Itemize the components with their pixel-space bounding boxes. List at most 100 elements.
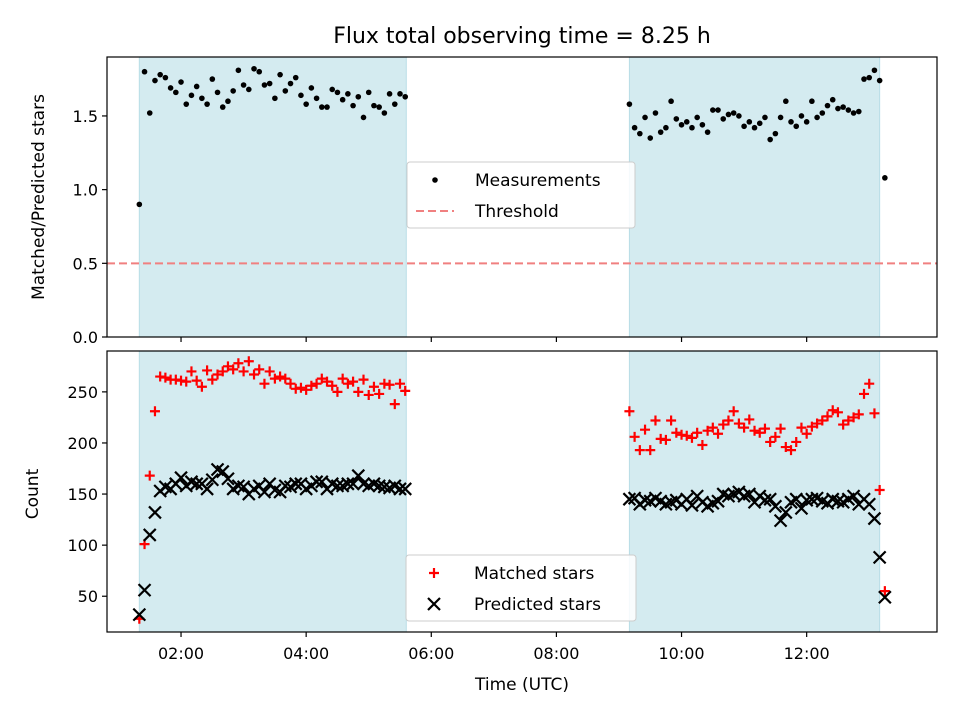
matched-star-point (233, 358, 244, 369)
predicted-star-point (867, 511, 882, 526)
measurement-point (339, 96, 346, 103)
measurement-point (152, 77, 158, 84)
matched-star-point (640, 424, 651, 435)
measurement-point (209, 76, 216, 82)
predicted-star-point (773, 513, 788, 528)
x-tick-label: 12:00 (784, 644, 830, 663)
measurement-point (715, 107, 721, 113)
legend-marker (427, 597, 441, 611)
matched-star-point (801, 428, 812, 439)
matched-star-point (306, 380, 317, 391)
matched-star-point (337, 373, 348, 384)
matched-star-point (196, 381, 207, 392)
measurement-point (626, 101, 633, 107)
measurement-point (308, 85, 315, 91)
measurement-point (272, 95, 278, 102)
x-tick-label: 02:00 (158, 644, 204, 663)
measurement-point (803, 119, 810, 125)
matched-star-point (869, 408, 880, 419)
matched-star-point (202, 365, 213, 376)
measurement-point (652, 110, 659, 116)
bottom-panel: 50 100 150 200 250 02:00 04:00 06:00 08:00 10:00 1… (67, 350, 938, 663)
measurement-point (240, 82, 247, 88)
matched-star-point (254, 364, 265, 375)
predicted-star-point (862, 497, 877, 512)
measurement-point (647, 135, 654, 141)
predicted-star-point (315, 475, 329, 489)
measurement-point (214, 89, 221, 96)
matched-star-point (671, 427, 682, 438)
top-y-axis-label: Matched/Predicted stars (29, 94, 49, 300)
predicted-star-point (742, 487, 757, 501)
predicted-star-point (878, 590, 892, 605)
predicted-star-point (372, 479, 386, 493)
matched-star-point (707, 422, 718, 433)
predicted-star-point (288, 477, 303, 491)
matched-star-point (718, 419, 729, 430)
predicted-star-point (221, 471, 235, 486)
predicted-star-point (205, 472, 220, 487)
measurement-point (282, 88, 289, 94)
y-tick-label: 0.0 (73, 328, 98, 347)
measurement-point (376, 104, 382, 110)
measurement-point (819, 110, 826, 116)
matched-star-point (629, 431, 640, 442)
measurement-point (783, 98, 789, 105)
measurement-point (324, 104, 330, 110)
measurement-point (402, 93, 409, 100)
legend-box (406, 161, 636, 229)
predicted-star-point (398, 482, 412, 496)
measurement-point (345, 91, 351, 97)
measurement-point (183, 101, 190, 107)
y-tick-label: 1.0 (73, 181, 98, 200)
measurement-point (287, 80, 294, 87)
matched-star-point (759, 423, 770, 434)
measurement-point (678, 121, 685, 128)
measurement-point (298, 92, 304, 99)
measurement-point (162, 74, 169, 81)
predicted-star-point (148, 505, 162, 520)
matched-star-point (859, 388, 870, 399)
measurement-point (835, 105, 841, 112)
matched-star-point (160, 372, 171, 383)
measurement-point (840, 104, 846, 110)
measurement-point (751, 124, 758, 131)
measurement-point (246, 86, 252, 93)
matched-star-point (817, 415, 828, 426)
y-tick-label: 0.5 (73, 254, 98, 273)
measurement-point (235, 67, 242, 74)
measurement-point (772, 130, 779, 137)
matched-star-point (864, 378, 875, 389)
matched-star-point (285, 378, 296, 389)
measurement-point (762, 114, 768, 121)
matched-star-point (259, 378, 270, 389)
legend-label: Threshold (474, 202, 559, 222)
observing-window-1 (628, 56, 881, 338)
measurement-point (381, 110, 388, 116)
matched-star-point (697, 440, 708, 451)
measurement-point (736, 113, 742, 119)
predicted-star-point (805, 492, 819, 506)
matched-star-point (775, 423, 786, 434)
predicted-star-point (831, 494, 845, 508)
bottom-axes-frame (106, 350, 938, 633)
x-tick-label: 06:00 (408, 644, 454, 663)
measurement-point (225, 98, 231, 105)
measurement-point (720, 116, 727, 122)
matched-star-point (269, 373, 280, 384)
measurement-point (256, 68, 263, 75)
predicted-star-point (768, 499, 783, 514)
measurement-point (167, 85, 174, 91)
matched-star-point (249, 369, 260, 380)
measurement-point (756, 120, 763, 127)
y-tick-label: 200 (67, 434, 98, 453)
measurement-point (386, 91, 393, 97)
matched-star-point (238, 366, 249, 377)
measurement-point (809, 98, 815, 105)
matched-star-point (149, 406, 160, 417)
matched-star-point (316, 373, 327, 384)
legend-box (405, 554, 637, 622)
measurement-point (219, 104, 226, 110)
matched-star-point (342, 378, 353, 389)
matched-star-point (395, 378, 406, 389)
